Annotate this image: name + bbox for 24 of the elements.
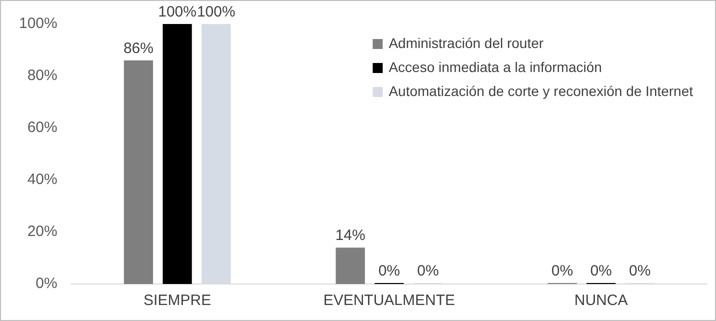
data-label: 100%	[158, 4, 196, 21]
data-label: 14%	[335, 227, 366, 244]
x-tick-label: NUNCA	[574, 292, 628, 310]
x-tick-label: EVENTUALMENTE	[323, 292, 456, 310]
data-label: 0%	[551, 262, 574, 280]
data-label: 86%	[123, 40, 154, 58]
data-label: 0%	[417, 262, 439, 280]
bar	[162, 24, 192, 284]
legend-label: Administración del router	[388, 34, 544, 51]
y-tick-label: 60%	[27, 119, 58, 136]
data-label: 100%	[196, 4, 236, 21]
bar	[336, 248, 365, 284]
data-label: 0%	[378, 262, 400, 280]
legend-label: Acceso inmediata a la información	[388, 58, 602, 75]
y-tick-label: 80%	[27, 67, 58, 84]
data-label: 0%	[629, 262, 651, 280]
y-tick-label: 20%	[27, 223, 58, 240]
data-label: 0%	[590, 262, 612, 280]
x-tick-label: SIEMPRE	[144, 292, 212, 310]
bar	[124, 60, 154, 284]
y-tick-label: 0%	[36, 275, 58, 292]
legend-label: Automatización de corte y reconexión de Internet	[388, 82, 694, 99]
y-tick-label: 100%	[18, 15, 58, 32]
y-tick-label: 40%	[27, 171, 58, 188]
